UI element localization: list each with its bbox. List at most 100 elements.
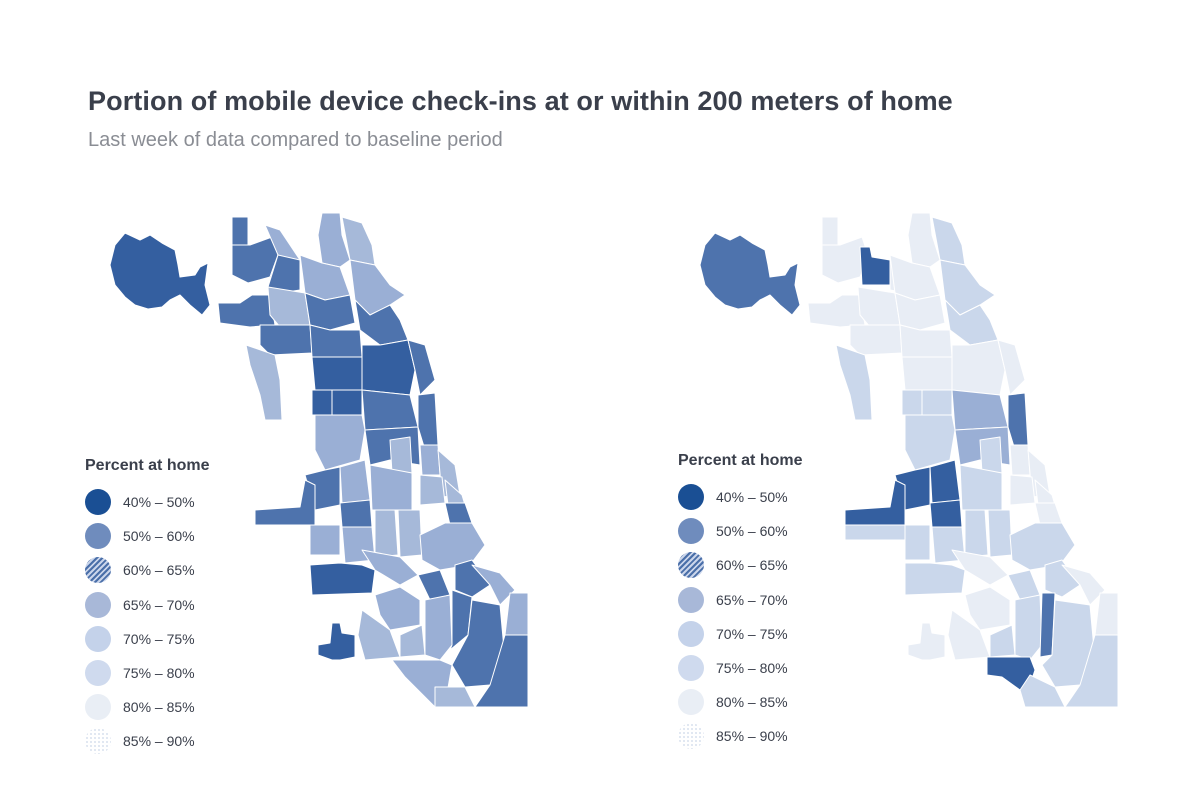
legend-label: 40% – 50% <box>123 494 195 511</box>
region-fs-15[interactable] <box>434 686 476 708</box>
region-s-1[interactable] <box>389 436 413 474</box>
region-s-5[interactable] <box>1009 474 1036 506</box>
region-lakefront-2[interactable] <box>1007 392 1029 451</box>
region-fs-9[interactable] <box>357 609 401 661</box>
region-s-4[interactable] <box>369 464 413 511</box>
region-lakefront-2[interactable] <box>417 392 439 451</box>
region-fs-7[interactable] <box>989 624 1016 658</box>
region-s-10[interactable] <box>419 522 486 571</box>
region-west-1[interactable] <box>849 324 903 356</box>
region-s-9[interactable] <box>987 509 1013 558</box>
region-sw-4[interactable] <box>339 459 371 504</box>
legend-item: 80% – 85% <box>85 690 209 724</box>
region-fs-13[interactable] <box>474 634 529 708</box>
region-fs-8[interactable] <box>1014 594 1043 661</box>
region-west-2[interactable] <box>835 344 873 421</box>
region-fs-1[interactable] <box>309 562 376 596</box>
region-lake-s[interactable] <box>444 502 473 526</box>
region-s-2[interactable] <box>1009 444 1031 476</box>
legend-swatch <box>678 689 704 716</box>
region-fs-7[interactable] <box>399 624 426 658</box>
region-fs-13[interactable] <box>1064 634 1119 708</box>
region-fs-2[interactable] <box>361 549 419 586</box>
region-central-5[interactable] <box>951 389 1009 431</box>
region-s-9[interactable] <box>397 509 423 558</box>
region-fs-5[interactable] <box>471 564 516 606</box>
region-fs-6[interactable] <box>374 586 421 631</box>
region-central-4[interactable] <box>331 389 363 416</box>
legend-swatch <box>85 728 111 755</box>
region-north-2[interactable] <box>341 216 376 266</box>
region-fs-4[interactable] <box>454 559 491 598</box>
region-s-4[interactable] <box>959 464 1003 511</box>
region-far-west-b[interactable] <box>844 524 906 541</box>
region-nw-4[interactable] <box>859 246 891 286</box>
region-north-6[interactable] <box>894 292 946 331</box>
legend-label: 50% – 60% <box>716 523 788 540</box>
region-central-2[interactable] <box>951 339 1006 396</box>
region-nw-2[interactable] <box>231 216 249 248</box>
region-far-west[interactable] <box>844 479 906 526</box>
region-lakefront-1[interactable] <box>997 339 1026 396</box>
region-s-10[interactable] <box>1009 522 1076 571</box>
region-north-1[interactable] <box>317 212 351 268</box>
region-fs-12[interactable] <box>504 592 529 636</box>
region-s-2[interactable] <box>419 444 441 476</box>
region-central-1[interactable] <box>901 356 953 391</box>
region-fs-1[interactable] <box>904 562 966 596</box>
region-fs-11[interactable] <box>451 599 506 688</box>
legend-item: 85% – 90% <box>678 719 802 753</box>
legend-swatch <box>678 518 704 545</box>
region-fs-9[interactable] <box>947 609 991 661</box>
region-north-6[interactable] <box>304 292 356 331</box>
region-north-7[interactable] <box>354 299 409 346</box>
region-sw-5[interactable] <box>309 524 341 556</box>
region-fs-5[interactable] <box>1061 564 1106 606</box>
region-fs-2[interactable] <box>951 549 1009 586</box>
region-central-4[interactable] <box>921 389 953 416</box>
region-sw-5[interactable] <box>904 524 931 561</box>
region-fs-4[interactable] <box>1044 559 1081 598</box>
region-fs-10[interactable] <box>449 589 473 651</box>
region-s-1[interactable] <box>979 436 1003 474</box>
region-central-3[interactable] <box>311 389 333 416</box>
region-s-7[interactable] <box>374 509 399 558</box>
region-fs-12[interactable] <box>1094 592 1119 636</box>
region-fs-15[interactable] <box>1019 674 1066 708</box>
region-sw-1[interactable] <box>904 414 956 471</box>
region-lake-s[interactable] <box>1034 502 1063 526</box>
legend-item: 65% – 70% <box>85 588 209 622</box>
legend-item: 40% – 50% <box>85 485 209 519</box>
region-s-7[interactable] <box>964 509 989 558</box>
region-west-3[interactable] <box>309 324 363 358</box>
region-central-3[interactable] <box>901 389 923 416</box>
region-s-5[interactable] <box>419 474 446 506</box>
region-sw-1[interactable] <box>314 414 366 471</box>
region-fs-11[interactable] <box>1041 599 1096 688</box>
region-mtgreenwood[interactable] <box>907 622 946 661</box>
legend-label: 65% – 70% <box>716 591 788 608</box>
region-west-1[interactable] <box>259 324 313 356</box>
region-lakefront-1[interactable] <box>407 339 436 396</box>
region-sw-4[interactable] <box>929 459 961 504</box>
legend-swatch <box>85 694 111 721</box>
region-nw-1[interactable] <box>217 294 276 328</box>
region-far-west[interactable] <box>254 479 316 526</box>
region-central-5[interactable] <box>361 389 419 431</box>
region-west-2[interactable] <box>245 344 283 421</box>
region-mtgreenwood[interactable] <box>317 622 356 661</box>
region-sw-6[interactable] <box>339 499 373 528</box>
region-ohare[interactable] <box>699 232 801 316</box>
region-nw-1[interactable] <box>807 294 866 328</box>
region-ohare[interactable] <box>109 232 211 316</box>
region-fs-8[interactable] <box>424 594 453 661</box>
region-fs-6[interactable] <box>964 586 1011 631</box>
region-nw-2[interactable] <box>821 216 839 248</box>
region-central-2[interactable] <box>361 339 416 396</box>
region-sw-6[interactable] <box>929 499 963 528</box>
region-north-7[interactable] <box>944 299 999 346</box>
region-central-1[interactable] <box>311 356 363 391</box>
region-west-3[interactable] <box>899 324 953 358</box>
region-north-2[interactable] <box>931 216 966 266</box>
region-north-1[interactable] <box>907 212 941 268</box>
